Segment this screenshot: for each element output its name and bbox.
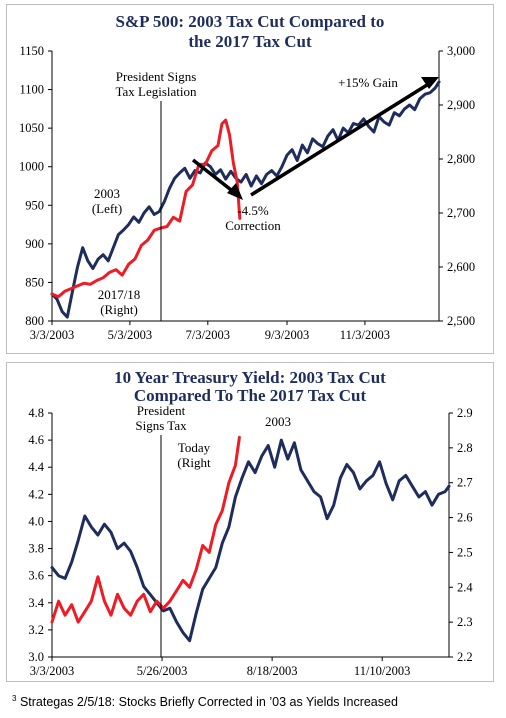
- series-line-left: [50, 80, 441, 319]
- sp500-chart-panel: S&P 500: 2003 Tax Cut Compared to the 20…: [6, 4, 494, 354]
- annotation-2017-right-line-2: (Right): [100, 302, 138, 317]
- x-tick-label: 3/3/2003: [30, 328, 74, 342]
- left-y-tick-label: 900: [25, 237, 44, 251]
- left-y-tick-label: 4.4: [28, 460, 44, 474]
- left-y-tick-label: 3.6: [28, 569, 44, 583]
- annotation-2003-left-line-1: 2003: [94, 186, 120, 201]
- left-y-tick-label: 4.8: [28, 406, 44, 420]
- annotation-2003-left-line-2: (Left): [92, 201, 122, 216]
- right-y-tick-label: 2.5: [457, 545, 473, 559]
- right-y-tick-label: 2.6: [457, 511, 473, 525]
- left-y-tick-label: 800: [25, 314, 44, 328]
- series-line-left: [50, 438, 451, 643]
- left-y-tick-label: 950: [25, 198, 44, 212]
- left-y-tick-label: 3.0: [28, 650, 44, 664]
- right-y-tick-label: 2.7: [457, 476, 473, 490]
- left-y-tick-label: 3.4: [28, 596, 44, 610]
- left-y-tick-label: 3.8: [28, 542, 44, 556]
- series-line-right: [50, 435, 241, 624]
- annotation-correction-line-1: -4.5%: [237, 203, 269, 218]
- right-y-tick-label: 3,000: [447, 44, 475, 58]
- x-tick-label: 5/26/2003: [137, 664, 188, 678]
- right-y-tick-label: 2.3: [457, 615, 473, 629]
- right-y-tick-label: 2.2: [457, 650, 473, 664]
- correction-arrowhead: [227, 183, 243, 200]
- right-y-tick-label: 2.4: [457, 580, 473, 594]
- annotation-2017-right-line-1: 2017/18: [98, 287, 141, 302]
- annotation-signing-line-2: Signs Tax: [135, 418, 187, 433]
- right-y-tick-label: 2,900: [447, 98, 475, 112]
- left-y-tick-label: 1100: [19, 83, 44, 97]
- left-y-tick-label: 1150: [19, 44, 44, 58]
- left-y-tick-label: 850: [25, 275, 44, 289]
- right-y-tick-label: 2,700: [447, 206, 475, 220]
- left-y-tick-label: 3.2: [28, 623, 44, 637]
- right-y-tick-label: 2,600: [447, 260, 475, 274]
- left-y-tick-label: 4.6: [28, 433, 44, 447]
- right-y-tick-label: 2.9: [457, 406, 473, 420]
- annotation-gain: +15% Gain: [338, 75, 398, 90]
- x-tick-label: 11/3/2003: [340, 328, 390, 342]
- treasury-chart: 10 Year Treasury Yield: 2003 Tax Cut Com…: [28, 368, 473, 678]
- footnote-text: Strategas 2/5/18: Stocks Briefly Correct…: [19, 695, 398, 710]
- treasury-chart-panel: 10 Year Treasury Yield: 2003 Tax Cut Com…: [6, 362, 494, 682]
- annotation-signing-line-2: Tax Legislation: [115, 84, 197, 99]
- annotation-correction-line-2: Correction: [225, 218, 281, 233]
- footnote-marker: 3: [12, 694, 17, 703]
- chart-title-line-2: the 2017 Tax Cut: [188, 32, 312, 51]
- annotation-signing-line-1: President: [137, 403, 186, 418]
- annotation-2003: 2003: [265, 414, 291, 429]
- x-tick-label: 5/3/2003: [108, 328, 152, 342]
- footnote: 3 Strategas 2/5/18: Stocks Briefly Corre…: [12, 694, 398, 709]
- series-line-right: [50, 118, 242, 299]
- left-y-tick-label: 1000: [19, 160, 44, 174]
- x-tick-label: 9/3/2003: [265, 328, 309, 342]
- right-y-tick-label: 2,500: [447, 314, 475, 328]
- chart-title-line-1: 10 Year Treasury Yield: 2003 Tax Cut: [114, 368, 386, 387]
- left-y-tick-label: 4.2: [28, 487, 44, 501]
- annotation-today-line-1: Today: [178, 440, 211, 455]
- x-tick-label: 8/18/2003: [247, 664, 298, 678]
- chart-title-line-2: Compared To The 2017 Tax Cut: [134, 386, 367, 405]
- sp500-chart: S&P 500: 2003 Tax Cut Compared to the 20…: [19, 12, 475, 342]
- x-tick-label: 7/3/2003: [186, 328, 230, 342]
- x-tick-label: 3/3/2003: [30, 664, 74, 678]
- chart-title-line-1: S&P 500: 2003 Tax Cut Compared to: [116, 12, 385, 31]
- annotation-today-line-2: (Right: [177, 455, 211, 470]
- right-y-tick-label: 2.8: [457, 441, 473, 455]
- left-y-tick-label: 4.0: [28, 514, 44, 528]
- x-tick-label: 11/10/2003: [354, 664, 410, 678]
- gain-arrow: [250, 83, 428, 197]
- annotation-signing-line-1: President Signs: [116, 69, 197, 84]
- left-y-tick-label: 1050: [19, 121, 44, 135]
- right-y-tick-label: 2,800: [447, 152, 475, 166]
- gain-arrowhead: [421, 77, 439, 89]
- correction-arrow: [191, 158, 237, 195]
